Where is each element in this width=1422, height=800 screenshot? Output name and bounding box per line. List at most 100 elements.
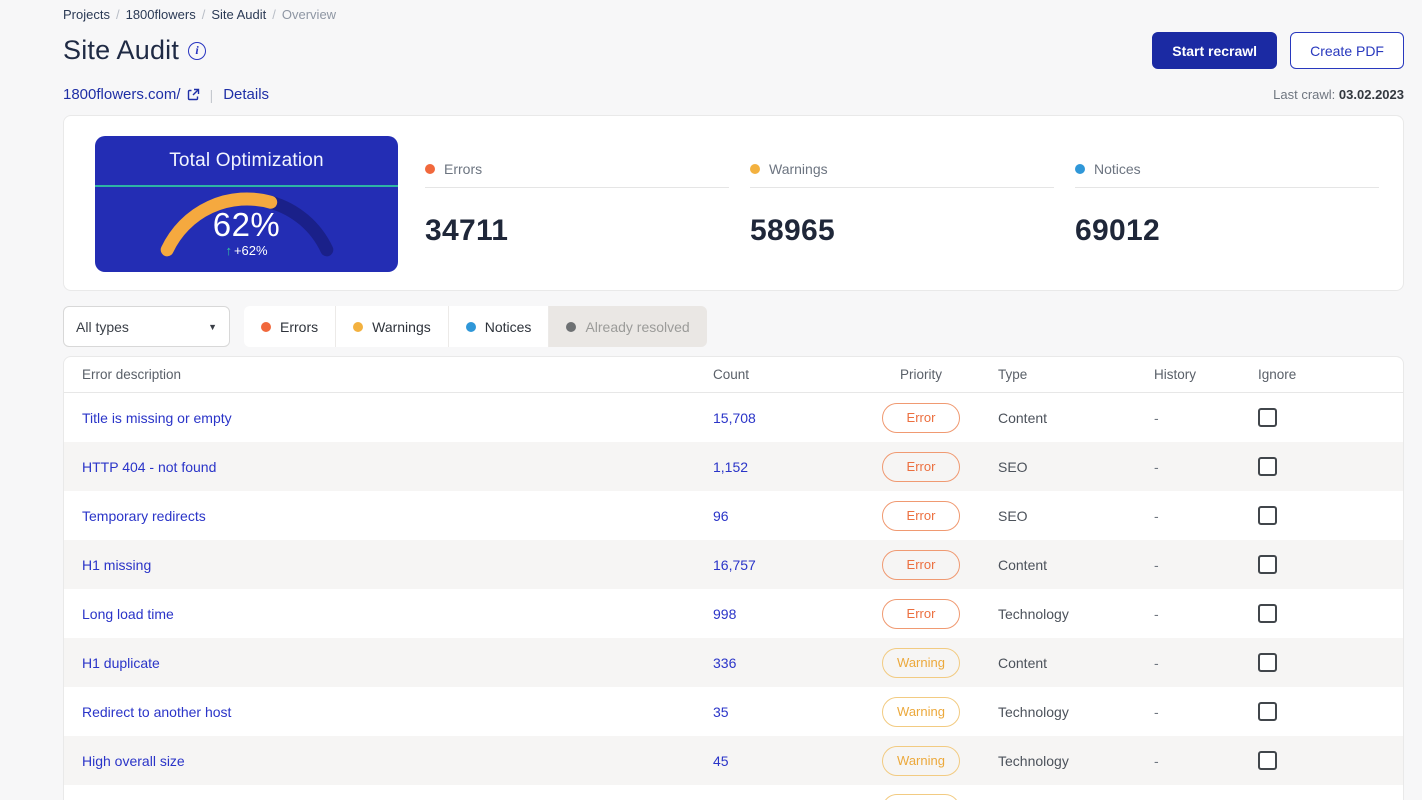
ignore-checkbox[interactable] xyxy=(1258,751,1277,770)
issue-type: Technology xyxy=(998,703,1069,720)
page-title: Site Audit xyxy=(63,35,180,65)
start-recrawl-button[interactable]: Start recrawl xyxy=(1152,32,1278,69)
issue-count[interactable]: 16,757 xyxy=(713,556,756,573)
breadcrumb: Projects / 1800flowers / Site Audit / Overview xyxy=(63,6,1404,23)
ignore-cell xyxy=(1239,555,1403,574)
issue-count[interactable]: 96 xyxy=(713,507,729,524)
history-value: - xyxy=(1154,458,1159,475)
issue-count[interactable]: 35 xyxy=(713,703,729,720)
gauge-percent: 62% xyxy=(212,206,281,243)
stat-label: Warnings xyxy=(769,161,828,177)
priority-cell: Error xyxy=(861,549,981,580)
priority-cell: Warning xyxy=(861,647,981,678)
breadcrumb-separator: / xyxy=(115,7,120,22)
stat-errors: Errors 34711 xyxy=(425,161,729,290)
gauge-title: Total Optimization xyxy=(169,149,324,171)
table-row: Title is missing or empty 15,708 Error Cont… xyxy=(64,393,1403,442)
stat-value: 69012 xyxy=(1075,214,1160,247)
column-header-type: Type xyxy=(998,367,1028,382)
domain-link[interactable]: 1800flowers.com/ xyxy=(63,86,200,103)
table-row: H1 missing 16,757 Error Content - xyxy=(64,540,1403,589)
breadcrumb-separator: / xyxy=(201,7,206,22)
issue-count[interactable]: 998 xyxy=(713,605,737,622)
issue-count[interactable]: 336 xyxy=(713,654,737,671)
create-pdf-button[interactable]: Create PDF xyxy=(1290,32,1404,69)
ignore-checkbox[interactable] xyxy=(1258,604,1277,623)
ignore-checkbox[interactable] xyxy=(1258,653,1277,672)
table-row xyxy=(64,785,1403,800)
gauge-arc xyxy=(160,192,333,257)
error-description-link[interactable]: HTTP 404 - not found xyxy=(82,458,217,475)
type-filter-value: All types xyxy=(76,318,129,335)
ignore-checkbox[interactable] xyxy=(1258,506,1277,525)
warnings-dot-icon xyxy=(750,164,760,174)
priority-cell xyxy=(861,785,981,800)
ignore-checkbox[interactable] xyxy=(1258,702,1277,721)
domain-text: 1800flowers.com/ xyxy=(63,86,181,103)
errors-dot-icon xyxy=(425,164,435,174)
notices-dot-icon xyxy=(1075,164,1085,174)
priority-cell: Error xyxy=(861,402,981,433)
ignore-cell xyxy=(1239,751,1403,770)
breadcrumb-item-site-audit[interactable]: Site Audit xyxy=(211,7,267,22)
filter-toggle-errors[interactable]: Errors xyxy=(244,306,337,347)
priority-cell: Error xyxy=(861,598,981,629)
error-description-link[interactable]: Temporary redirects xyxy=(82,507,206,524)
error-description-link[interactable]: H1 duplicate xyxy=(82,654,160,671)
errors-dot-icon xyxy=(261,321,271,332)
table-row: Redirect to another host 35 Warning Technol… xyxy=(64,687,1403,736)
dropdown-caret-icon: ▼ xyxy=(208,321,217,332)
column-header-error-description: Error description xyxy=(82,367,182,382)
info-icon[interactable]: i xyxy=(188,41,207,60)
table-row: H1 duplicate 336 Warning Content - xyxy=(64,638,1403,687)
title-row: Site Audit i Start recrawl Create PDF xyxy=(63,32,1404,69)
severity-toggle-group: Errors Warnings Notices Already resolved xyxy=(244,306,707,347)
table-header-row: Error description Count Priority Type Histor… xyxy=(64,357,1403,393)
details-link[interactable]: Details xyxy=(223,86,270,103)
error-description-link[interactable]: High overall size xyxy=(82,752,185,769)
error-description-link[interactable]: Redirect to another host xyxy=(82,703,232,720)
ignore-checkbox[interactable] xyxy=(1258,555,1277,574)
stat-head: Warnings xyxy=(750,161,1054,188)
issue-count[interactable]: 1,152 xyxy=(713,458,749,475)
ignore-cell xyxy=(1239,653,1403,672)
stat-warnings: Warnings 58965 xyxy=(750,161,1054,290)
history-value: - xyxy=(1154,409,1159,426)
ignore-checkbox[interactable] xyxy=(1258,408,1277,427)
breadcrumb-item-projects[interactable]: Projects xyxy=(63,7,110,22)
error-description-link[interactable]: H1 missing xyxy=(82,556,152,573)
priority-badge: Error xyxy=(882,598,960,629)
filter-toggle-warnings[interactable]: Warnings xyxy=(336,306,449,347)
title-actions: Start recrawl Create PDF xyxy=(1152,32,1404,69)
filter-toggle-notices[interactable]: Notices xyxy=(448,306,550,347)
filter-toggle-label: Already resolved xyxy=(585,318,690,335)
column-header-priority: Priority xyxy=(899,367,942,382)
breadcrumb-item-1800flowers[interactable]: 1800flowers xyxy=(125,7,196,22)
already-resolved-dot-icon xyxy=(566,321,577,332)
issue-count[interactable]: 15,708 xyxy=(713,409,756,426)
notices-dot-icon xyxy=(465,321,476,332)
history-value: - xyxy=(1154,703,1159,720)
issue-type: Technology xyxy=(998,752,1069,769)
priority-badge: Warning xyxy=(882,647,960,678)
issue-count[interactable]: 45 xyxy=(713,752,729,769)
gauge-value: 62% ↑ +62% xyxy=(95,206,398,259)
filter-toggle-already-resolved[interactable]: Already resolved xyxy=(549,306,707,347)
type-filter-dropdown[interactable]: All types ▼ xyxy=(63,306,230,347)
table-row: High overall size 45 Warning Technology - xyxy=(64,736,1403,785)
error-description-link[interactable]: Long load time xyxy=(82,605,174,622)
table-body: Title is missing or empty 15,708 Error Cont… xyxy=(64,393,1403,800)
ignore-checkbox[interactable] xyxy=(1258,457,1277,476)
priority-badge: Error xyxy=(882,549,960,580)
priority-cell: Error xyxy=(861,451,981,482)
error-description-link[interactable]: Title is missing or empty xyxy=(82,409,232,426)
gauge-delta: ↑ +62% xyxy=(95,243,398,258)
column-header-ignore: Ignore xyxy=(1258,367,1297,382)
priority-cell: Warning xyxy=(861,745,981,776)
issue-type: Content xyxy=(998,654,1048,671)
priority-cell: Warning xyxy=(861,696,981,727)
warnings-dot-icon xyxy=(353,321,364,332)
ignore-cell xyxy=(1239,506,1403,525)
priority-badge: Error xyxy=(882,500,960,531)
gauge-delta-value: +62% xyxy=(233,243,268,258)
